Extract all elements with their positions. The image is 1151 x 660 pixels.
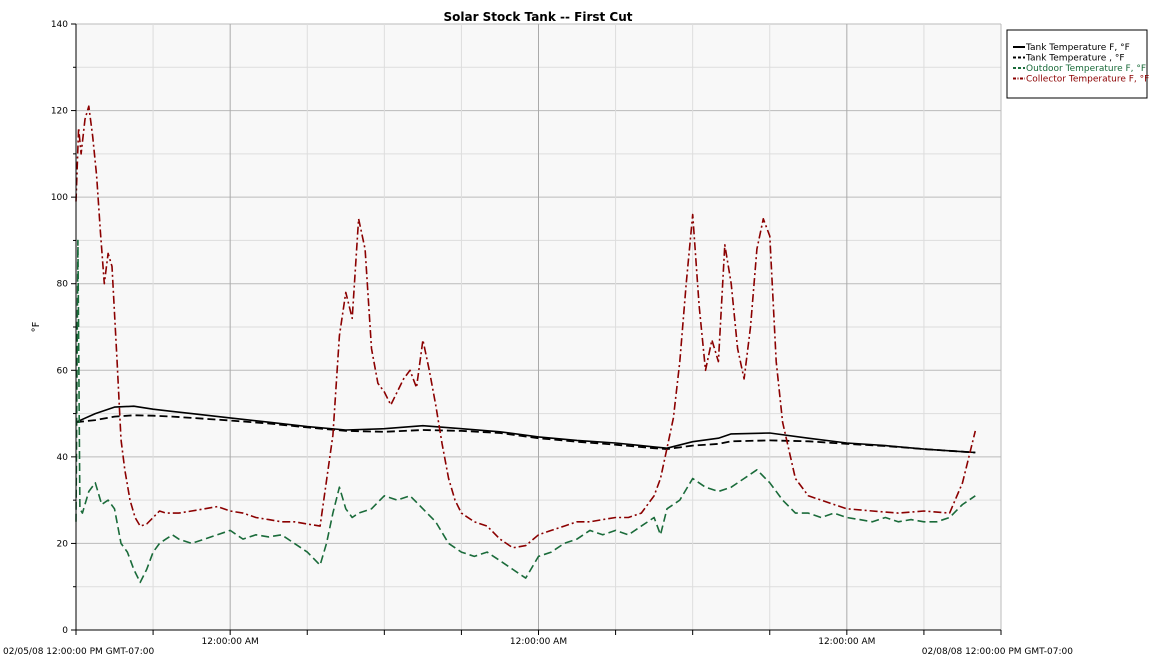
series-line-2 xyxy=(75,414,976,454)
y-tick-label: 0 xyxy=(62,626,68,636)
legend-box xyxy=(1006,29,1148,99)
x-start-label: 02/05/08 12:00:00 PM GMT-07:00 xyxy=(3,647,154,657)
x-tick-label: 12:00:00 AM xyxy=(202,637,259,647)
series-line-1 xyxy=(75,405,976,454)
x-ticks: 12:00:00 AM 12:00:00 AM 12:00:00 AM xyxy=(75,630,1002,647)
legend-label: Collector Temperature F, °F xyxy=(1026,75,1149,85)
x-tick-label: 12:00:00 AM xyxy=(818,637,875,647)
y-tick-label: 120 xyxy=(51,107,68,117)
y-tick-label: 60 xyxy=(57,366,69,376)
series-line-4 xyxy=(75,105,977,549)
y-axis-label: °F xyxy=(31,321,42,332)
y-tick-label: 80 xyxy=(57,280,69,290)
chart-title: Solar Stock Tank -- First Cut xyxy=(443,10,632,24)
grid xyxy=(76,23,1002,630)
legend-label: Tank Temperature , °F xyxy=(1025,54,1125,64)
y-tick-label: 140 xyxy=(51,20,68,30)
series-layer xyxy=(75,105,977,584)
y-ticks: 0 20 40 60 80 100 120 140 xyxy=(51,20,76,636)
series-line-3 xyxy=(75,239,976,584)
y-tick-label: 40 xyxy=(57,453,69,463)
y-tick-label: 20 xyxy=(57,539,69,549)
legend-label: Tank Temperature F, °F xyxy=(1025,43,1130,53)
x-end-label: 02/08/08 12:00:00 PM GMT-07:00 xyxy=(922,647,1073,657)
legend-label: Outdoor Temperature F, °F xyxy=(1026,64,1146,74)
y-tick-label: 100 xyxy=(51,193,68,203)
x-tick-label: 12:00:00 AM xyxy=(510,637,567,647)
